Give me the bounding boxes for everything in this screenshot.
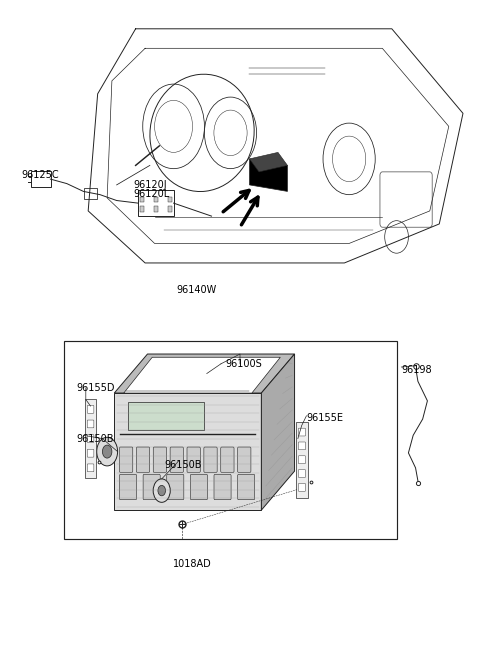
FancyBboxPatch shape (214, 474, 231, 500)
Polygon shape (261, 354, 295, 510)
FancyBboxPatch shape (299, 483, 305, 491)
FancyBboxPatch shape (221, 447, 234, 472)
FancyBboxPatch shape (87, 449, 94, 457)
FancyBboxPatch shape (238, 474, 255, 500)
FancyBboxPatch shape (120, 447, 133, 472)
Text: 96125C: 96125C (22, 170, 60, 180)
FancyBboxPatch shape (297, 422, 308, 498)
FancyBboxPatch shape (299, 470, 305, 478)
FancyBboxPatch shape (140, 197, 144, 202)
FancyBboxPatch shape (238, 447, 251, 472)
Text: 96120J: 96120J (133, 180, 167, 190)
FancyBboxPatch shape (187, 447, 200, 472)
FancyBboxPatch shape (299, 442, 305, 450)
Circle shape (153, 479, 170, 502)
FancyBboxPatch shape (85, 399, 96, 478)
FancyBboxPatch shape (128, 401, 204, 430)
FancyBboxPatch shape (143, 474, 160, 500)
FancyBboxPatch shape (167, 474, 184, 500)
FancyBboxPatch shape (87, 464, 94, 472)
Text: 96150B: 96150B (76, 434, 114, 443)
Text: 1018AD: 1018AD (173, 559, 211, 569)
FancyBboxPatch shape (154, 197, 158, 202)
Text: 96155E: 96155E (306, 413, 343, 422)
Polygon shape (114, 393, 261, 510)
Polygon shape (124, 358, 280, 393)
FancyBboxPatch shape (154, 207, 158, 212)
FancyBboxPatch shape (191, 474, 207, 500)
FancyBboxPatch shape (137, 190, 174, 216)
FancyBboxPatch shape (380, 172, 432, 227)
FancyBboxPatch shape (299, 428, 305, 436)
FancyBboxPatch shape (140, 207, 144, 212)
Circle shape (158, 485, 166, 496)
Text: 96140W: 96140W (176, 285, 216, 295)
Text: 96120L: 96120L (133, 189, 169, 199)
Text: 96198: 96198 (401, 365, 432, 375)
Polygon shape (114, 354, 295, 393)
Polygon shape (250, 159, 288, 192)
FancyBboxPatch shape (204, 447, 217, 472)
FancyBboxPatch shape (87, 405, 94, 413)
Circle shape (96, 438, 118, 466)
Circle shape (102, 445, 112, 458)
FancyBboxPatch shape (153, 447, 167, 472)
Text: 96155D: 96155D (76, 383, 115, 393)
FancyBboxPatch shape (168, 197, 172, 202)
FancyBboxPatch shape (170, 447, 183, 472)
Text: 96100S: 96100S (226, 359, 263, 369)
FancyBboxPatch shape (299, 456, 305, 464)
FancyBboxPatch shape (31, 171, 51, 187)
FancyBboxPatch shape (168, 207, 172, 212)
Text: 96150B: 96150B (164, 460, 202, 470)
FancyBboxPatch shape (136, 447, 150, 472)
FancyBboxPatch shape (84, 188, 96, 199)
FancyBboxPatch shape (120, 474, 137, 500)
FancyBboxPatch shape (87, 420, 94, 428)
FancyBboxPatch shape (64, 341, 396, 539)
Polygon shape (250, 152, 288, 172)
FancyBboxPatch shape (87, 435, 94, 443)
